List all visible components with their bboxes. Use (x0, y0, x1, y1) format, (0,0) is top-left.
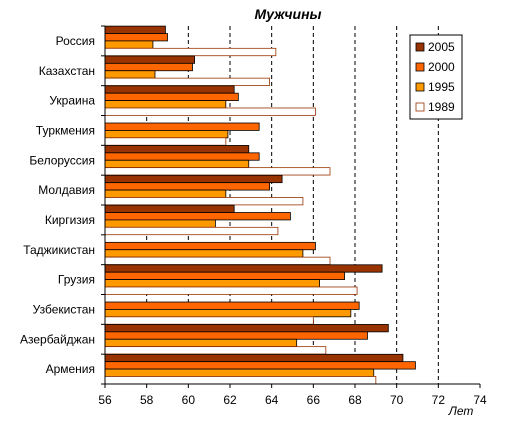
bar-2005 (104, 55, 195, 64)
x-tick-label: 70 (390, 393, 404, 407)
bar-1995 (104, 130, 229, 139)
bar-1995 (104, 100, 227, 109)
bar-2005 (104, 204, 235, 213)
legend-label: 1989 (428, 100, 455, 114)
x-tick-label: 72 (432, 393, 446, 407)
category-label: Туркмения (36, 123, 95, 137)
x-axis-label: Лет (448, 404, 474, 418)
bar-2000 (104, 361, 416, 370)
bar-2005 (104, 25, 166, 34)
bar-1989 (104, 137, 227, 146)
category-labels: Россия Казахстан Украина Туркмения Белорусси… (20, 34, 95, 376)
bar-2005 (104, 174, 283, 184)
category-label: Киргизия (45, 213, 95, 227)
bar-1989 (104, 167, 331, 176)
bar-2000 (104, 152, 260, 161)
bar-2005 (104, 353, 404, 363)
tick-labels: 56 58 60 62 64 66 68 70 72 74 (98, 393, 487, 407)
legend-label: 1995 (428, 80, 455, 94)
bar-2005 (104, 145, 250, 154)
bar-2005 (104, 264, 383, 273)
x-tick-label: 74 (473, 393, 487, 407)
axes (101, 25, 481, 388)
bar-1989 (104, 316, 314, 325)
bar-1995 (104, 249, 304, 258)
x-tick-label: 56 (98, 393, 112, 407)
chart-title: Мужчины (254, 6, 321, 22)
x-tick-label: 62 (223, 393, 237, 407)
legend-swatch-1995 (415, 82, 425, 92)
bar-2005 (104, 324, 389, 333)
bar-2000 (104, 241, 316, 251)
bar-1995 (104, 189, 227, 198)
bar-2000 (104, 92, 239, 101)
bar-1989 (104, 376, 377, 385)
bar-1995 (104, 338, 298, 348)
bar-1995 (104, 159, 250, 169)
legend-swatch-2005 (415, 42, 425, 52)
bar-1995 (104, 309, 352, 318)
category-label: Армения (46, 362, 95, 376)
bar-2000 (104, 62, 193, 72)
legend-swatch-1989 (415, 102, 425, 112)
bar-1989 (104, 47, 277, 57)
bar-1989 (104, 286, 358, 295)
bar-1989 (104, 226, 279, 236)
legend-label: 2005 (428, 40, 455, 54)
bar-2005 (104, 85, 235, 94)
category-label: Россия (56, 34, 95, 48)
bars (104, 25, 416, 385)
category-label: Азербайджан (20, 332, 95, 346)
category-label: Белоруссия (29, 153, 95, 167)
bar-1995 (104, 70, 156, 79)
x-tick-label: 58 (140, 393, 154, 407)
bar-2000 (104, 122, 260, 131)
x-tick-label: 68 (348, 393, 362, 407)
bar-1989 (104, 197, 304, 206)
bar-2000 (104, 271, 345, 280)
bar-1995 (104, 219, 216, 228)
category-label: Молдавия (38, 183, 95, 197)
bar-1995 (104, 279, 320, 288)
bar-1995 (104, 40, 154, 49)
bar-2000 (104, 301, 360, 310)
bar-1995 (104, 368, 375, 377)
category-label: Грузия (58, 273, 95, 287)
category-label: Казахстан (39, 64, 95, 78)
legend: 2005 2000 1995 1989 (409, 34, 463, 120)
bar-2000 (104, 331, 368, 340)
bar-1989 (104, 77, 270, 86)
bar-1989 (104, 256, 331, 265)
legend-swatch-2000 (415, 62, 425, 72)
x-tick-label: 60 (182, 393, 196, 407)
x-tick-label: 66 (307, 393, 321, 407)
bar-2000 (104, 212, 291, 221)
bar-1989 (104, 346, 327, 355)
category-label: Узбекистан (33, 302, 95, 316)
category-label: Украина (49, 94, 95, 108)
x-tick-label: 64 (265, 393, 279, 407)
legend-label: 2000 (428, 60, 455, 74)
bar-2000 (104, 182, 270, 191)
category-label: Таджикистан (23, 243, 95, 257)
bar-1989 (104, 107, 316, 116)
bar-2000 (104, 33, 168, 42)
